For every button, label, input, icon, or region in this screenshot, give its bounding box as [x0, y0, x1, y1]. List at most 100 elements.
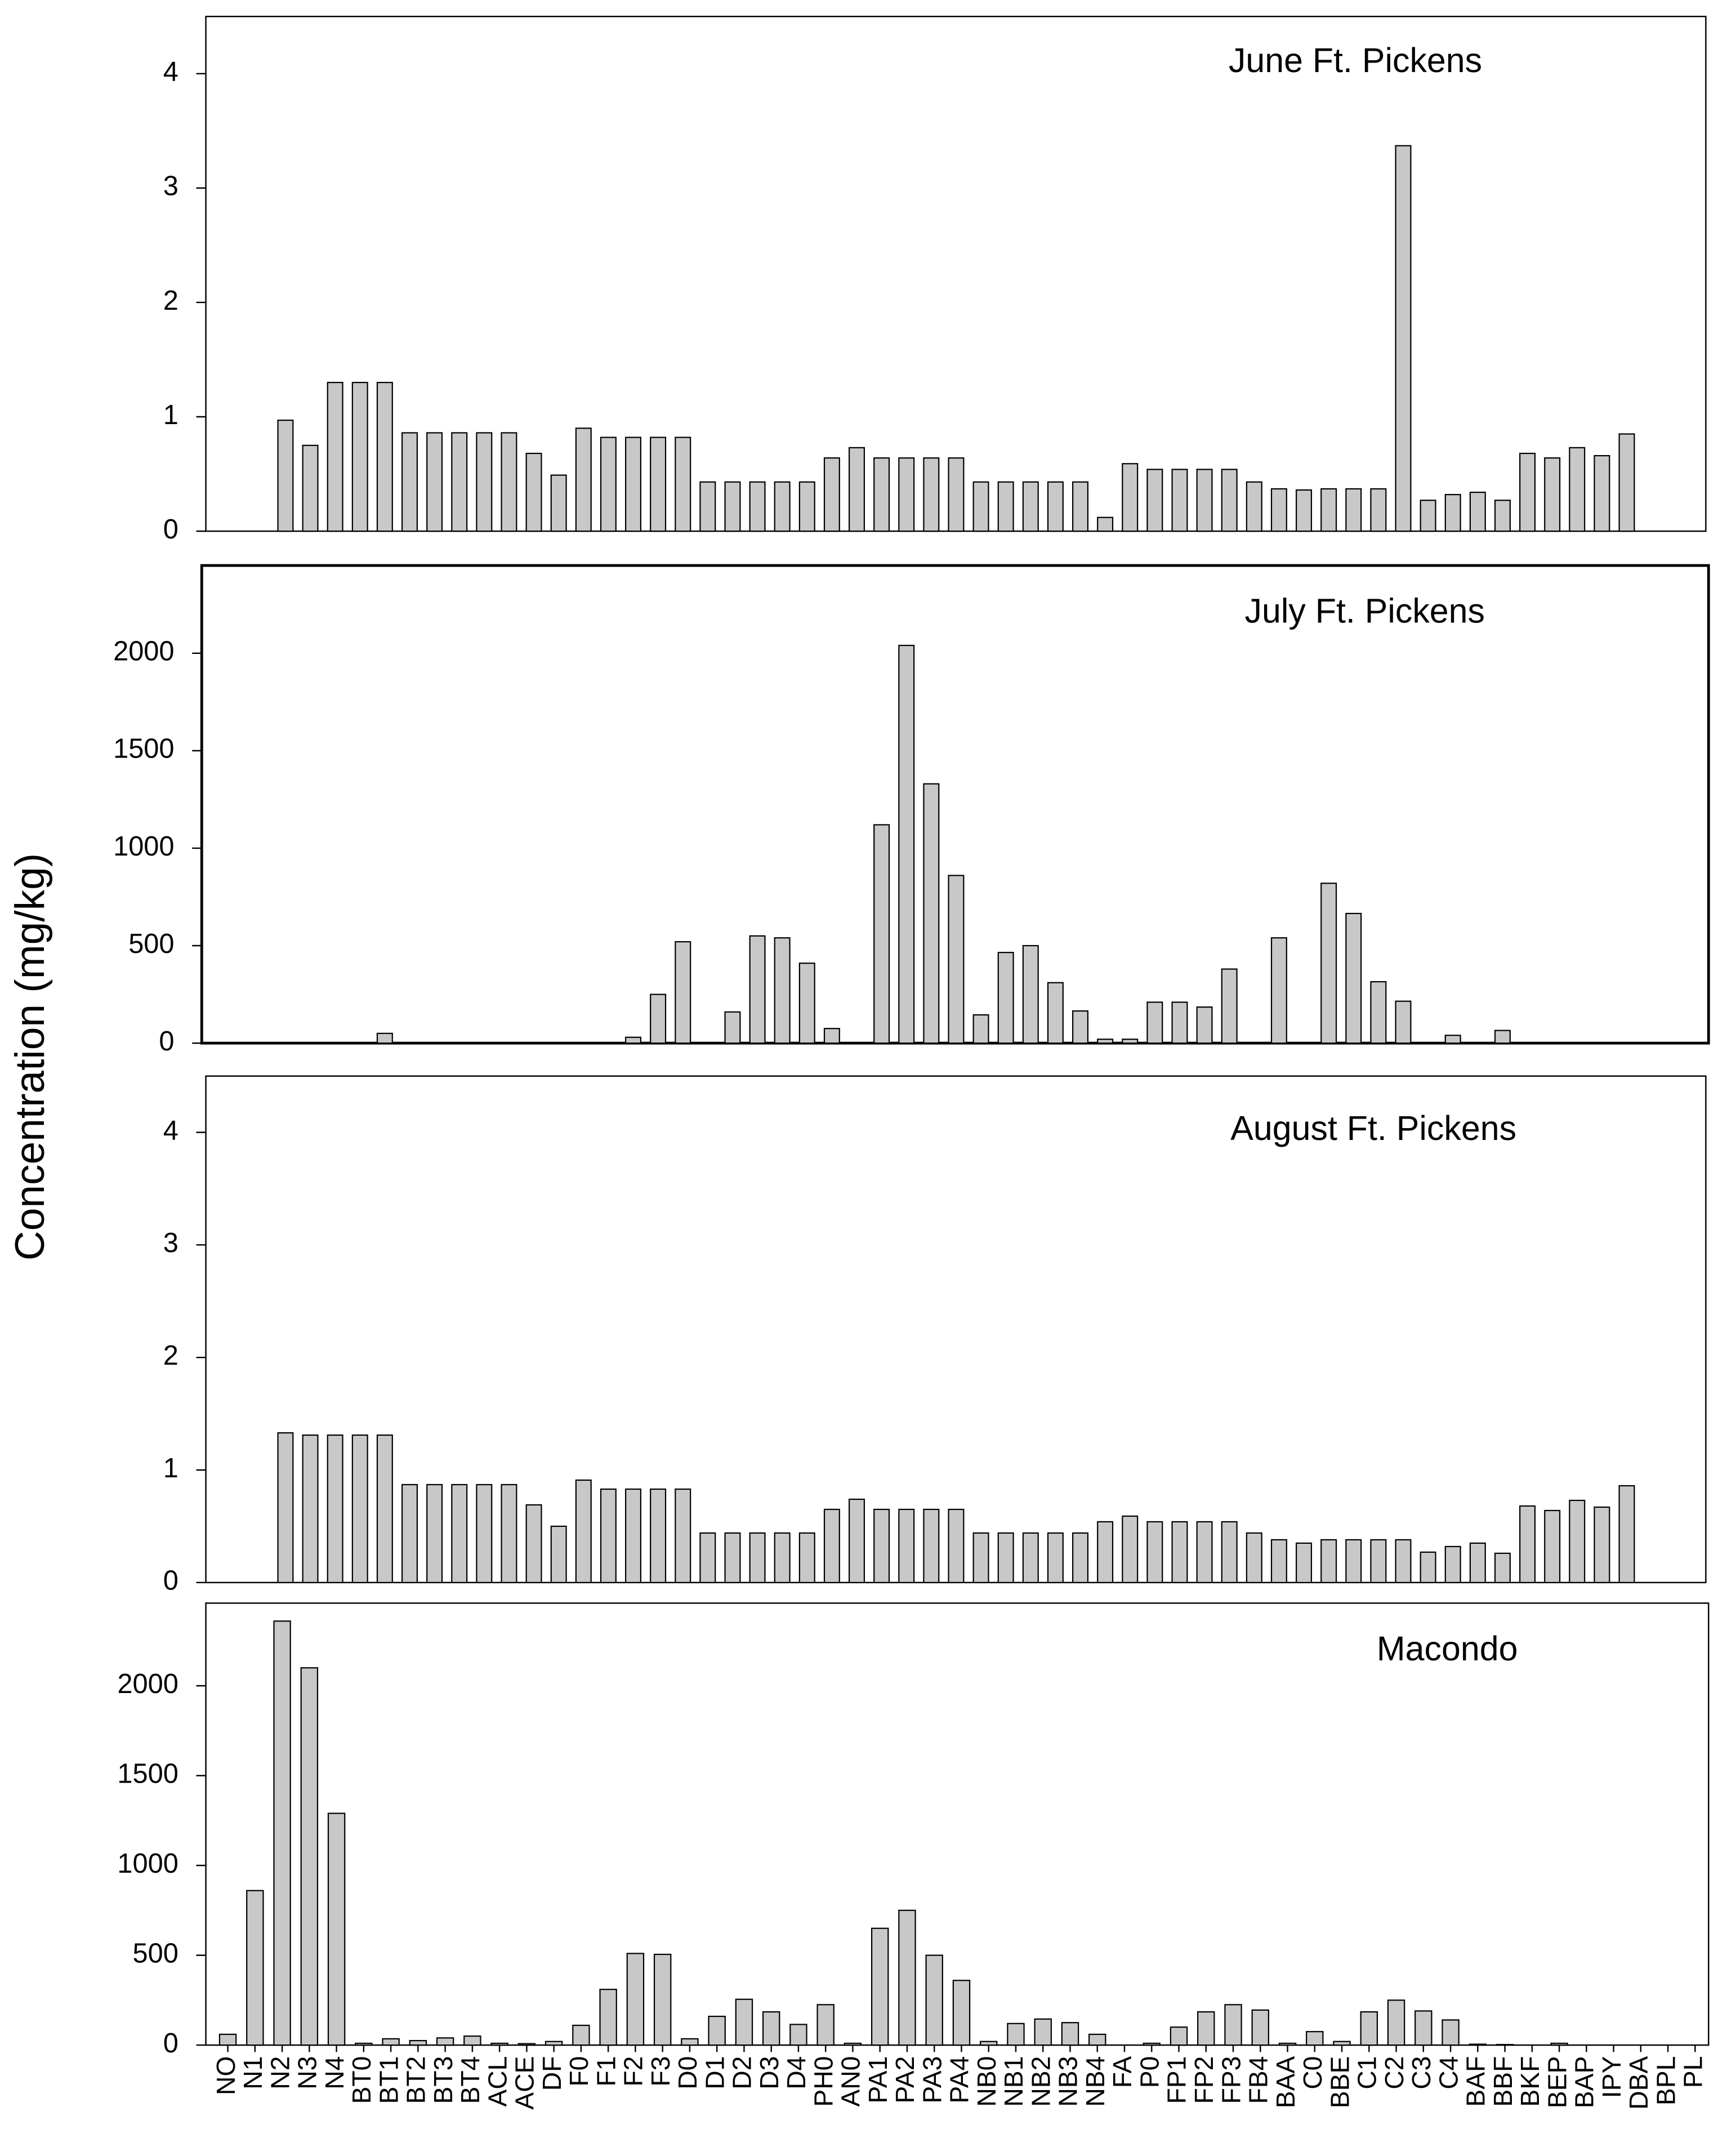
x-tick-label: NB0: [972, 2056, 1001, 2107]
bar: [1387, 1999, 1405, 2046]
x-tick-label: PH0: [809, 2056, 838, 2107]
bar: [1395, 145, 1412, 532]
bar: [1146, 469, 1163, 532]
x-tick-label: BT3: [429, 2056, 458, 2104]
bar: [376, 1434, 393, 1583]
x-tick-label: FP3: [1216, 2056, 1246, 2104]
bar: [1320, 1539, 1337, 1583]
bar: [798, 963, 815, 1044]
bar: [1618, 1485, 1635, 1583]
bar: [1370, 488, 1387, 532]
bar: [650, 436, 667, 532]
bar: [1146, 1001, 1163, 1044]
bar: [1171, 1521, 1188, 1583]
plot-frame: [205, 1602, 1710, 2046]
bar: [997, 952, 1014, 1044]
bar: [401, 432, 418, 532]
bar: [844, 2042, 862, 2046]
bar: [451, 1484, 468, 1583]
bar: [823, 457, 840, 532]
x-tick-label: BBE: [1325, 2056, 1354, 2109]
bar: [653, 1953, 672, 2046]
bar: [724, 481, 741, 532]
x-tick-label: NB1: [999, 2056, 1028, 2107]
bar: [1544, 1509, 1561, 1583]
bar: [436, 2037, 454, 2046]
bar: [1270, 488, 1287, 532]
x-tick-label: DF: [537, 2056, 566, 2091]
y-tick-label: 0: [163, 1566, 178, 1596]
x-tick-label: F0: [564, 2056, 593, 2087]
y-tick-label: 1000: [117, 1848, 178, 1879]
bar: [708, 2015, 726, 2046]
bar: [1296, 489, 1313, 532]
bar: [923, 1508, 940, 1583]
bar: [948, 457, 965, 532]
y-tick-label: 500: [133, 1938, 178, 1968]
bar: [599, 1989, 617, 2046]
bar: [1122, 463, 1139, 532]
bar: [1442, 2019, 1460, 2046]
bar: [1061, 2022, 1079, 2046]
x-tick-label: BAF: [1461, 2056, 1490, 2107]
bar: [873, 824, 890, 1044]
bar: [545, 2041, 563, 2046]
y-tick-label: 1000: [113, 831, 174, 862]
x-tick-label: DBA: [1624, 2056, 1653, 2109]
bar: [650, 994, 667, 1044]
bar: [925, 1954, 943, 2046]
bar: [1494, 500, 1511, 532]
bar: [550, 1525, 567, 1583]
bar: [625, 1488, 642, 1583]
bar: [1196, 1006, 1213, 1044]
bar: [1097, 1039, 1114, 1044]
bar: [774, 1532, 791, 1583]
bar: [1395, 1000, 1412, 1044]
bar: [871, 1927, 889, 2046]
bar: [327, 1434, 343, 1583]
bar: [980, 2041, 998, 2046]
x-tick-label: FA: [1108, 2056, 1137, 2088]
x-tick-label: IPY: [1597, 2056, 1626, 2099]
x-tick-label: D3: [755, 2056, 784, 2090]
bar: [972, 1014, 989, 1044]
bar: [681, 2038, 699, 2046]
bar: [1469, 491, 1486, 532]
bar: [625, 1036, 642, 1044]
bar: [572, 2024, 590, 2046]
x-tick-label: BAA: [1271, 2056, 1300, 2108]
y-tick-label: 0: [163, 514, 178, 545]
bar: [300, 1667, 319, 2046]
bar: [327, 1812, 346, 2046]
bar: [355, 2042, 373, 2046]
bar: [749, 1532, 766, 1583]
bar: [1196, 1521, 1213, 1583]
bar: [873, 1508, 890, 1583]
bar: [675, 941, 691, 1044]
bar: [277, 1432, 294, 1583]
bar: [1370, 981, 1387, 1044]
bar: [789, 2024, 807, 2046]
x-tick-label: C4: [1434, 2056, 1463, 2090]
bar: [501, 432, 517, 532]
x-tick-label: FB4: [1244, 2056, 1273, 2104]
bar: [849, 1498, 865, 1583]
x-tick-label: PA1: [863, 2056, 892, 2104]
bar: [1097, 1521, 1114, 1583]
y-tick-label: 0: [163, 2028, 178, 2059]
x-tick-label: BT1: [374, 2056, 403, 2104]
bar: [525, 1504, 542, 1583]
bar: [327, 382, 343, 532]
y-tick-label: 2: [163, 286, 178, 316]
bar: [1072, 1532, 1089, 1583]
bar: [749, 935, 766, 1044]
bar: [302, 1434, 319, 1583]
bar: [426, 432, 443, 532]
y-tick-label: 3: [163, 1228, 178, 1258]
panel-title: Macondo: [1377, 1629, 1518, 1668]
y-tick-label: 500: [128, 929, 174, 959]
x-tick-label: NB4: [1081, 2056, 1110, 2107]
x-tick-label: BT4: [456, 2056, 485, 2104]
bar: [948, 875, 965, 1044]
x-tick-label: F2: [619, 2056, 648, 2087]
